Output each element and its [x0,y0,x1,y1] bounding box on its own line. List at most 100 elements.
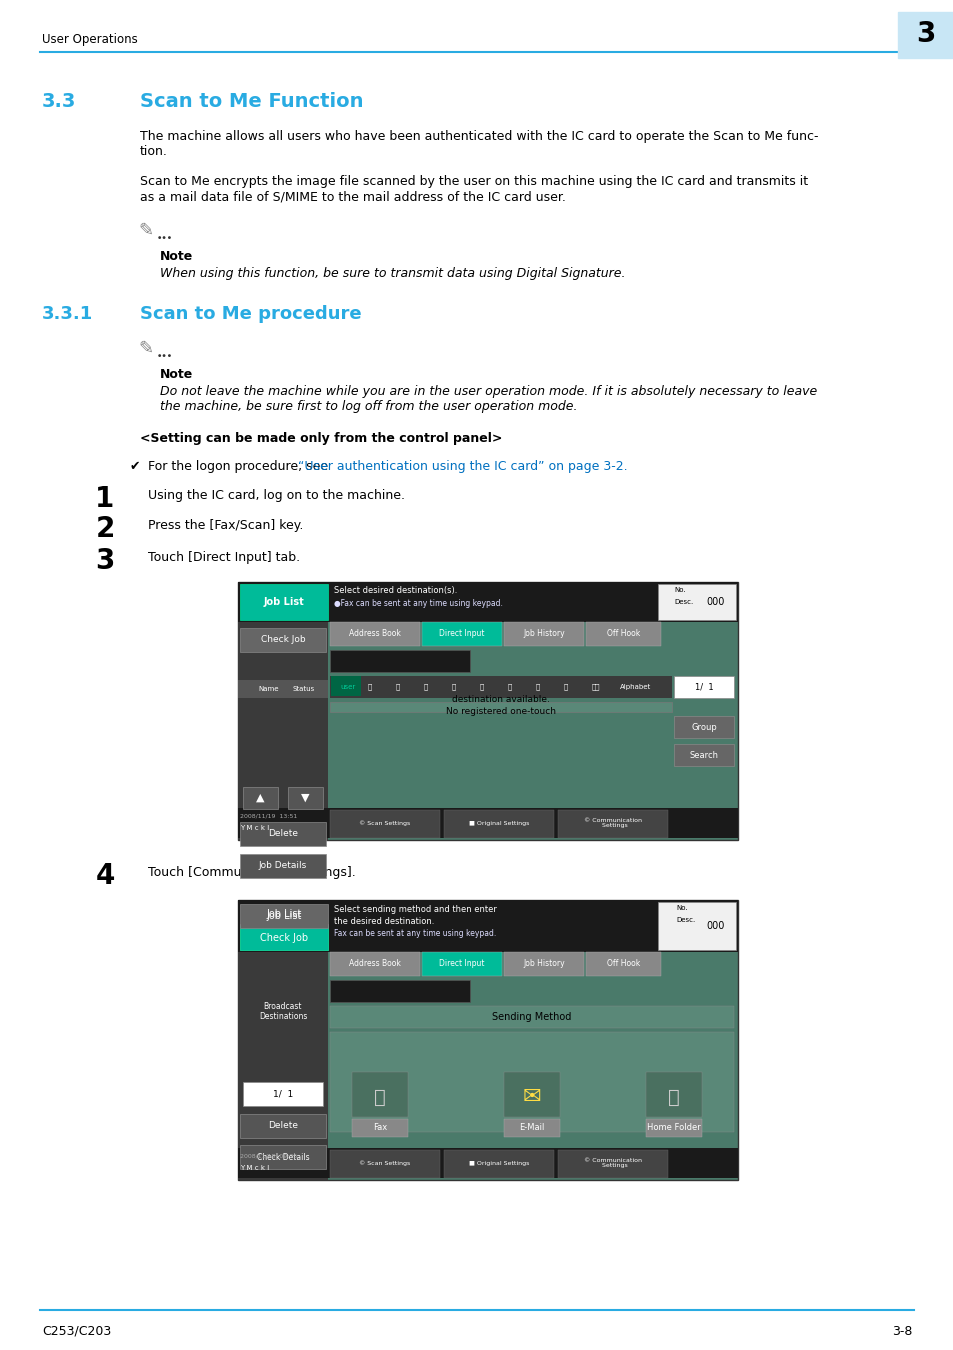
Text: User Operations: User Operations [42,34,137,46]
Text: Off Hook: Off Hook [606,960,639,968]
Bar [330,676,671,698]
Bar [237,622,328,840]
Text: 000: 000 [706,921,724,931]
Text: user: user [339,684,355,690]
Bar [240,926,328,950]
Text: ■ Original Settings: ■ Original Settings [468,1161,529,1165]
Bar [673,744,733,765]
Text: When using this function, be sure to transmit data using Digital Signature.: When using this function, be sure to tra… [160,267,625,279]
Text: Note: Note [160,369,193,381]
Text: か: か [395,683,400,690]
Text: “User authentication using the IC card” on page 3-2.: “User authentication using the IC card” … [298,460,627,472]
Bar [558,810,667,838]
Text: 000: 000 [706,597,724,608]
Bar [658,585,735,620]
Text: らわ: らわ [592,683,599,690]
Bar [330,622,419,647]
Bar [240,1114,326,1138]
Text: あ: あ [368,683,372,690]
Text: Sending Method: Sending Method [492,1012,571,1022]
Text: ✎: ✎ [138,221,153,240]
Text: <Setting can be made only from the control panel>: <Setting can be made only from the contr… [140,432,502,446]
Text: Delete: Delete [268,829,297,838]
Text: Job List: Job List [266,909,301,919]
Text: Search: Search [689,751,718,760]
Text: No registered one-touch: No registered one-touch [446,707,556,717]
Text: Direct Input: Direct Input [438,960,484,968]
Bar [240,822,326,846]
Text: Alphabet: Alphabet [619,684,651,690]
Text: tion.: tion. [140,144,168,158]
Text: 🖷: 🖷 [374,1088,385,1107]
Text: Fax: Fax [373,1123,387,1133]
Text: C253/C203: C253/C203 [42,1324,112,1338]
Text: 3.3.1: 3.3.1 [42,305,93,323]
Bar [585,622,660,647]
Bar [330,702,671,711]
Bar [330,1031,733,1133]
Text: Do not leave the machine while you are in the user operation mode. If it is abso: Do not leave the machine while you are i… [160,385,817,398]
Text: ✉: ✉ [522,1087,540,1107]
Text: Status: Status [293,686,314,693]
Text: や: や [563,683,568,690]
Text: Y M c k l: Y M c k l [240,1165,269,1170]
Text: Job List: Job List [266,911,301,921]
Bar [330,810,439,838]
Text: Touch [Direct Input] tab.: Touch [Direct Input] tab. [148,551,300,564]
Text: Job History: Job History [522,629,564,639]
Bar [330,1006,733,1027]
Text: destination available.: destination available. [452,694,549,703]
Text: © Scan Settings: © Scan Settings [359,1160,410,1166]
Bar [237,900,738,952]
Bar [503,952,583,976]
Bar [352,1119,408,1137]
Text: 1: 1 [95,485,114,513]
Text: ●Fax can be sent at any time using keypad.: ●Fax can be sent at any time using keypa… [334,599,502,609]
Text: Scan to Me encrypts the image file scanned by the user on this machine using the: Scan to Me encrypts the image file scann… [140,176,807,188]
Text: ...: ... [157,346,172,360]
Text: No.: No. [676,904,687,911]
Text: ✎: ✎ [138,340,153,358]
Text: as a mail data file of S/MIME to the mail address of the IC card user.: as a mail data file of S/MIME to the mai… [140,190,565,202]
Text: ま: ま [536,683,539,690]
Bar [330,1150,439,1179]
Text: the machine, be sure first to log off from the user operation mode.: the machine, be sure first to log off fr… [160,400,577,413]
Text: 3.3: 3.3 [42,92,76,111]
Text: Scan to Me procedure: Scan to Me procedure [140,305,361,323]
Bar [673,716,733,738]
Bar [673,676,733,698]
Bar [240,628,326,652]
Text: © Scan Settings: © Scan Settings [359,821,410,826]
Text: 2008/11/19  13:51: 2008/11/19 13:51 [240,814,297,818]
Bar [645,1119,701,1137]
Bar [288,787,323,809]
Text: Broadcast
Destinations: Broadcast Destinations [258,1002,307,1022]
Bar [658,902,735,950]
Bar [237,680,328,698]
Text: Address Book: Address Book [349,629,400,639]
Text: Home Folder: Home Folder [646,1123,700,1133]
Bar [237,1148,738,1179]
Text: Check Job: Check Job [260,636,305,644]
Bar [237,582,738,840]
Text: Select sending method and then enter: Select sending method and then enter [334,906,497,914]
Text: Desc.: Desc. [673,599,693,605]
Text: 1/  1: 1/ 1 [694,683,713,691]
Bar [645,1072,701,1116]
Text: No.: No. [673,587,685,593]
Text: Group: Group [690,722,716,732]
Text: 2008/11/18  09:25: 2008/11/18 09:25 [240,1153,297,1158]
Bar [330,980,470,1002]
Text: ▲: ▲ [255,792,264,803]
Bar [243,1081,323,1106]
Bar [421,622,501,647]
Bar [352,1072,408,1116]
Text: な: な [479,683,484,690]
Text: は: は [507,683,512,690]
Text: Delete: Delete [268,1122,297,1130]
Bar [240,923,328,950]
Text: 4: 4 [95,863,114,890]
Bar [240,855,326,878]
Bar [558,1150,667,1179]
Bar [443,1150,554,1179]
